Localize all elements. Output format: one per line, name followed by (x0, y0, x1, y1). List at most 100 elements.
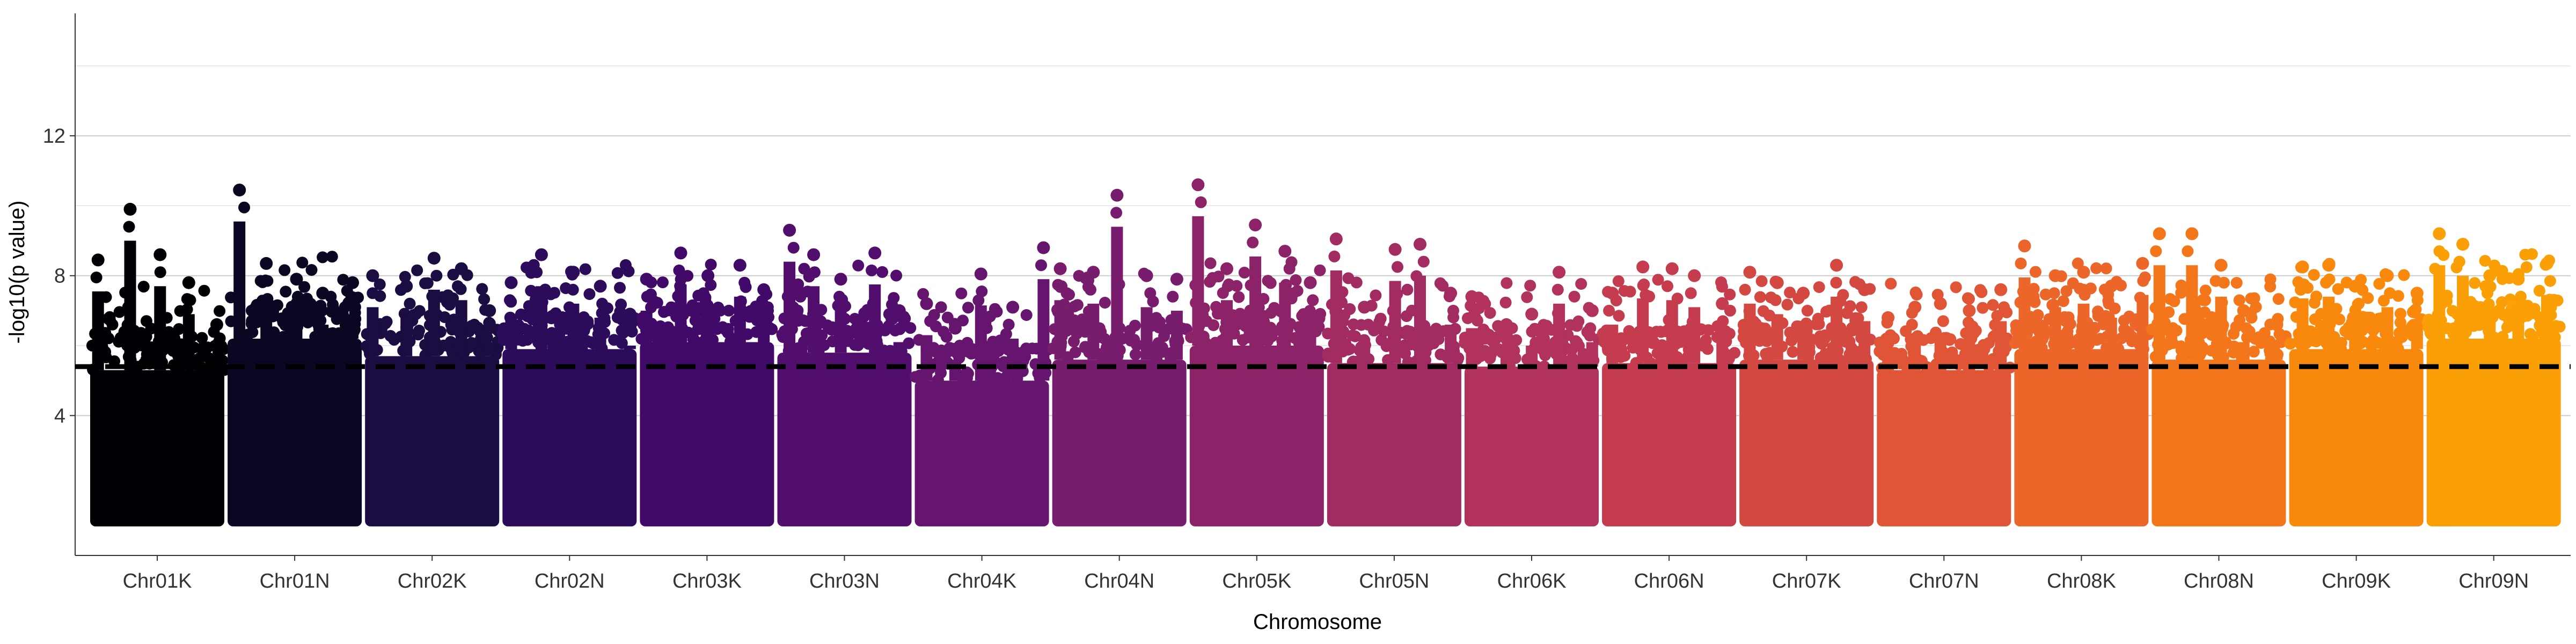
data-point (1717, 315, 1729, 327)
data-point (337, 274, 349, 286)
data-point (2527, 332, 2538, 344)
peak-point (1716, 297, 1729, 310)
data-point (2029, 296, 2041, 308)
x-axis-title: Chromosome (1253, 610, 1382, 634)
peak-point (892, 304, 906, 317)
data-point (1655, 326, 1666, 338)
peak-point (1140, 269, 1153, 282)
data-point (2137, 275, 2149, 287)
data-point (251, 299, 263, 311)
x-tick-label: Chr09N (2458, 570, 2529, 592)
peak-column (2237, 342, 2250, 360)
data-point (327, 301, 339, 313)
data-point (2206, 311, 2218, 323)
data-point (2473, 301, 2486, 313)
data-point (1238, 267, 1250, 279)
data-point (1937, 315, 1949, 327)
data-point (504, 294, 516, 306)
data-point (2367, 334, 2379, 346)
data-point (2398, 269, 2410, 281)
chromosome-Chr01N (225, 184, 364, 526)
data-point (197, 346, 209, 358)
data-point (251, 316, 263, 328)
peak-column (1249, 256, 1262, 346)
data-point (367, 287, 379, 299)
x-tick-label: Chr06K (1497, 570, 1567, 592)
data-point (1374, 312, 1387, 325)
peak-point (2048, 269, 2062, 282)
data-point (596, 307, 608, 319)
data-point (1392, 261, 1403, 273)
data-point (596, 297, 609, 310)
data-point (2116, 332, 2127, 345)
peak-column (1963, 342, 1975, 370)
data-point (2150, 245, 2162, 258)
peak-point (757, 283, 771, 296)
peak-column (2541, 295, 2553, 339)
peak-column (1140, 307, 1153, 360)
peak-column (1858, 321, 1871, 360)
peak-point (1278, 245, 1292, 258)
peak-point (1191, 178, 1205, 192)
y-tick-labels: 4 8 12 (43, 125, 75, 427)
peak-point (1037, 241, 1050, 254)
data-point (1974, 284, 1986, 296)
data-point (1754, 291, 1766, 303)
data-point (2164, 293, 2176, 305)
data-point (2519, 299, 2531, 312)
peak-column (92, 291, 104, 370)
data-point (1264, 277, 1277, 289)
data-point (1739, 283, 1751, 296)
peak-column (758, 321, 770, 342)
data-point (941, 311, 954, 324)
data-point (2077, 283, 2090, 296)
x-tick-label: Chr04N (1084, 570, 1154, 592)
peak-column (1744, 303, 1756, 360)
data-point (2028, 283, 2040, 295)
data-point (665, 301, 677, 313)
data-point (419, 277, 431, 289)
peak-column (1909, 339, 1921, 370)
peak-point (455, 262, 468, 275)
data-point (2036, 333, 2048, 346)
point-cloud (2151, 360, 2286, 526)
peak-column (949, 360, 961, 381)
data-point (1539, 349, 1552, 361)
data-point (531, 266, 543, 279)
data-point (577, 311, 590, 323)
peak-column (2411, 324, 2423, 349)
data-point (2233, 294, 2245, 306)
point-cloud (1327, 363, 1461, 526)
data-point (478, 293, 491, 305)
peak-point (233, 184, 246, 197)
data-point (1911, 289, 1923, 301)
data-point (2175, 287, 2187, 299)
peak-column (1054, 300, 1066, 360)
peak-point (2237, 304, 2250, 317)
peak-column (640, 310, 653, 342)
data-point (1987, 299, 1999, 311)
x-tick-label: Chr05N (1359, 570, 1429, 592)
data-point (242, 328, 254, 340)
data-point (545, 288, 557, 301)
peak-column (400, 317, 413, 356)
data-point (2240, 322, 2252, 334)
data-point (1035, 259, 1047, 272)
peak-column (1716, 335, 1729, 363)
chromosome-Chr09K (2284, 258, 2428, 526)
peak-column (1637, 298, 1649, 363)
data-point (2482, 287, 2493, 299)
peak-point (1220, 262, 1233, 275)
data-point (1679, 335, 1692, 347)
peak-point (1743, 266, 1757, 279)
data-point (1283, 262, 1296, 275)
x-tick-label: Chr04K (947, 570, 1016, 592)
peak-point (1553, 266, 1566, 279)
data-point (688, 333, 700, 346)
data-point (2496, 296, 2508, 308)
data-point (794, 286, 806, 298)
x-tick-label: Chr01N (260, 570, 330, 592)
data-point (2453, 255, 2465, 268)
data-point (1965, 322, 1977, 334)
peak-point (2541, 257, 2553, 270)
